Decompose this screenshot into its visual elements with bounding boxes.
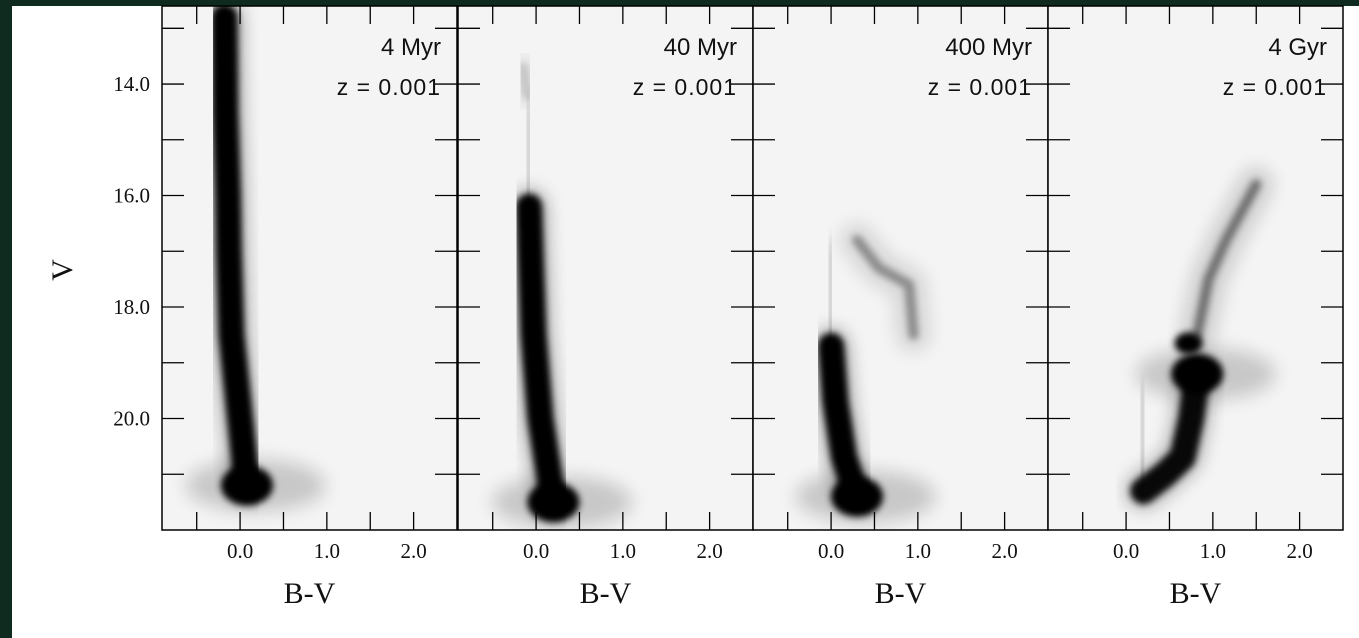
x-axis-label: B-V — [580, 577, 632, 610]
density-ridge — [516, 193, 567, 516]
y-tick-label: 16.0 — [113, 184, 150, 208]
x-tick-label: 2.0 — [400, 539, 426, 563]
y-tick-label: 18.0 — [113, 295, 150, 319]
density-ridge — [211, 6, 260, 499]
x-tick-label: 1.0 — [314, 539, 340, 563]
x-tick-label: 2.0 — [991, 539, 1017, 563]
y-tick-label: 14.0 — [113, 72, 150, 96]
density-layer — [1126, 167, 1276, 508]
panel-frame — [1047, 5, 1344, 531]
density-ridge — [518, 62, 533, 101]
panel-title: 400 Myr — [945, 34, 1032, 61]
panel-subtitle: z = 0.001 — [337, 74, 441, 100]
x-axis-label: B-V — [1170, 577, 1222, 610]
cmd-panel-3: 400 Myr z = 0.001 0.0 1.0 2.0 B-V — [752, 5, 1049, 610]
panel-title: 40 Myr — [664, 34, 737, 61]
density-layer — [795, 223, 936, 523]
x-tick-label: 1.0 — [1200, 539, 1226, 563]
panel-background — [458, 6, 753, 530]
density-ridge-tail — [219, 6, 230, 23]
panel-title: 4 Myr — [381, 34, 441, 61]
density-clump-halo — [185, 459, 326, 512]
density-ridge-tail — [522, 101, 535, 212]
x-tick-label: 2.0 — [696, 539, 722, 563]
x-tick-label: 0.0 — [1113, 539, 1139, 563]
y-axis-label: V — [46, 259, 79, 281]
window-frame-top — [0, 0, 1359, 6]
panel-subtitle: z = 0.001 — [928, 74, 1032, 100]
density-layer — [492, 50, 633, 529]
density-ridge-tail — [1136, 385, 1149, 496]
panel-subtitle: z = 0.001 — [1223, 74, 1327, 100]
x-tick-label: 0.0 — [818, 539, 844, 563]
density-ridge-tail — [824, 240, 837, 351]
window-frame-left — [0, 0, 12, 638]
x-tick-label: 1.0 — [905, 539, 931, 563]
x-tick-label: 0.0 — [523, 539, 549, 563]
density-clump-halo — [795, 470, 936, 523]
density-ridge — [1192, 179, 1262, 340]
panel-subtitle: z = 0.001 — [633, 74, 737, 100]
x-tick-label: 1.0 — [610, 539, 636, 563]
panel-title: 4 Gyr — [1268, 34, 1327, 61]
cmd-panel-2: 40 Myr z = 0.001 0.0 1.0 2.0 B-V — [457, 5, 754, 610]
panel-frame — [161, 5, 458, 531]
x-axis-label: B-V — [284, 577, 336, 610]
x-tick-label: 0.0 — [227, 539, 253, 563]
cmd-panel-1: 4 Myr z = 0.001 0.0 1.0 2.0 B-V 14.0 16.0 18.0 20… — [113, 5, 458, 610]
x-tick-label: 2.0 — [1286, 539, 1312, 563]
cmd-panel-4: 4 Gyr z = 0.001 0.0 1.0 2.0 B-V — [1047, 5, 1344, 610]
density-layer — [185, 6, 326, 512]
density-ridge — [852, 235, 919, 340]
y-tick-label: 20.0 — [113, 407, 150, 431]
x-axis-label: B-V — [875, 577, 927, 610]
density-clump-halo — [492, 476, 633, 529]
red-clump — [1174, 332, 1203, 355]
density-clump-halo — [1135, 347, 1276, 400]
density-ridge — [1130, 360, 1211, 504]
